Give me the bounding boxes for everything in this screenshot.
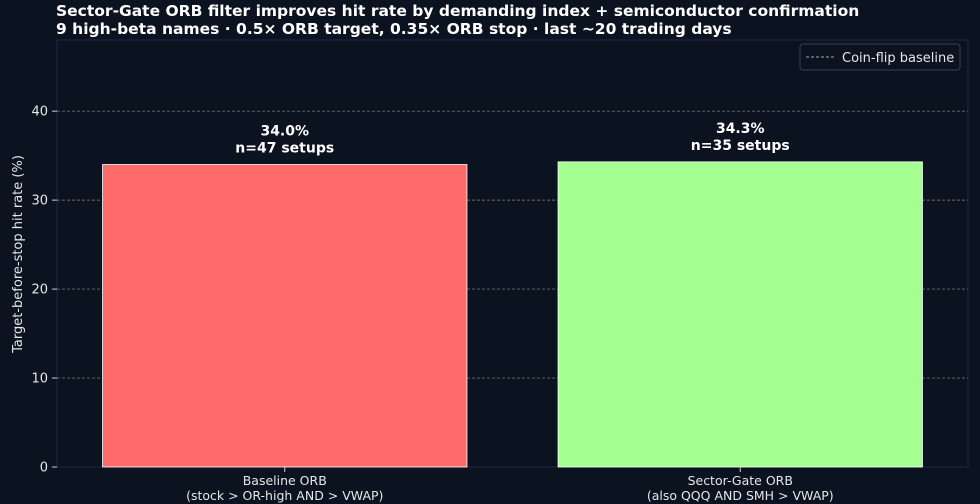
- bar-labels: 34.0%n=47 setups 34.3%n=35 setups: [235, 121, 789, 157]
- x-axis: Baseline ORB(stock > OR-high AND > VWAP)…: [186, 467, 834, 503]
- x-tick-label-0-0: Baseline ORB: [243, 473, 327, 488]
- bars: [102, 161, 923, 468]
- bar-0: [102, 164, 468, 468]
- bar-count-label-1: n=35 setups: [691, 138, 790, 154]
- x-tick-label-1-1: (also QQQ AND SMH > VWAP): [647, 488, 834, 503]
- legend-entry-coin-flip: Coin-flip baseline: [842, 51, 954, 66]
- legend: Coin-flip baseline: [799, 43, 961, 71]
- y-tick-label-10: 10: [31, 372, 48, 387]
- chart-title: Sector-Gate ORB filter improves hit rate…: [56, 2, 859, 20]
- y-axis-label: Target-before-stop hit rate (%): [11, 155, 26, 354]
- bar-1: [557, 161, 923, 468]
- legend-box: [799, 43, 961, 71]
- x-tick-label-1-0: Sector-Gate ORB: [688, 473, 793, 488]
- y-tick-label-20: 20: [31, 283, 48, 298]
- chart-subtitle: 9 high-beta names · 0.5× ORB target, 0.3…: [56, 20, 732, 38]
- y-tick-label-30: 30: [31, 194, 48, 209]
- y-tick-label-0: 0: [40, 461, 48, 476]
- bar-count-label-0: n=47 setups: [235, 141, 334, 157]
- y-axis: 0 10 20 30 40: [31, 105, 57, 476]
- bar-value-label-0: 34.0%: [260, 124, 309, 140]
- x-tick-label-0-1: (stock > OR-high AND > VWAP): [186, 488, 383, 503]
- bar-value-label-1: 34.3%: [716, 121, 765, 137]
- y-tick-label-40: 40: [31, 105, 48, 120]
